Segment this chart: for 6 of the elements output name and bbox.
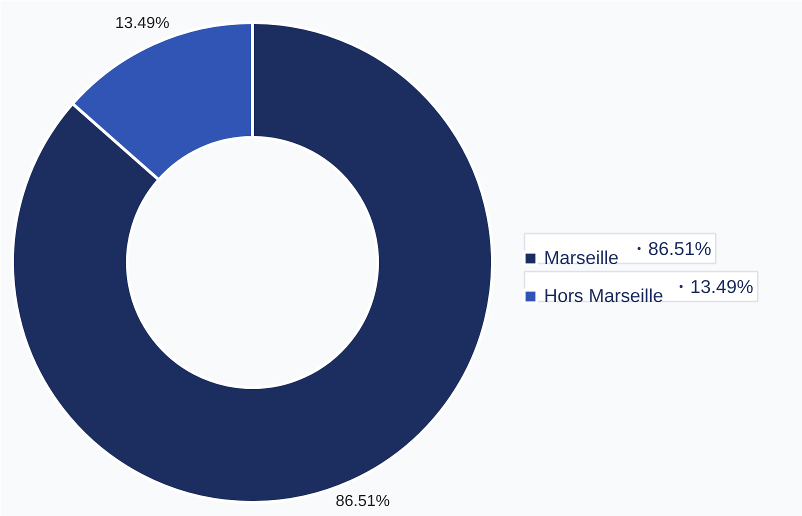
data-label: 13.49% <box>115 15 170 32</box>
text: 13.49% <box>690 276 754 297</box>
legend-label: Marseille <box>544 246 619 270</box>
text: 86.51% <box>648 238 712 259</box>
data-label: 86.51% <box>336 492 390 510</box>
legend-label: Hors Marseille <box>544 284 664 308</box>
